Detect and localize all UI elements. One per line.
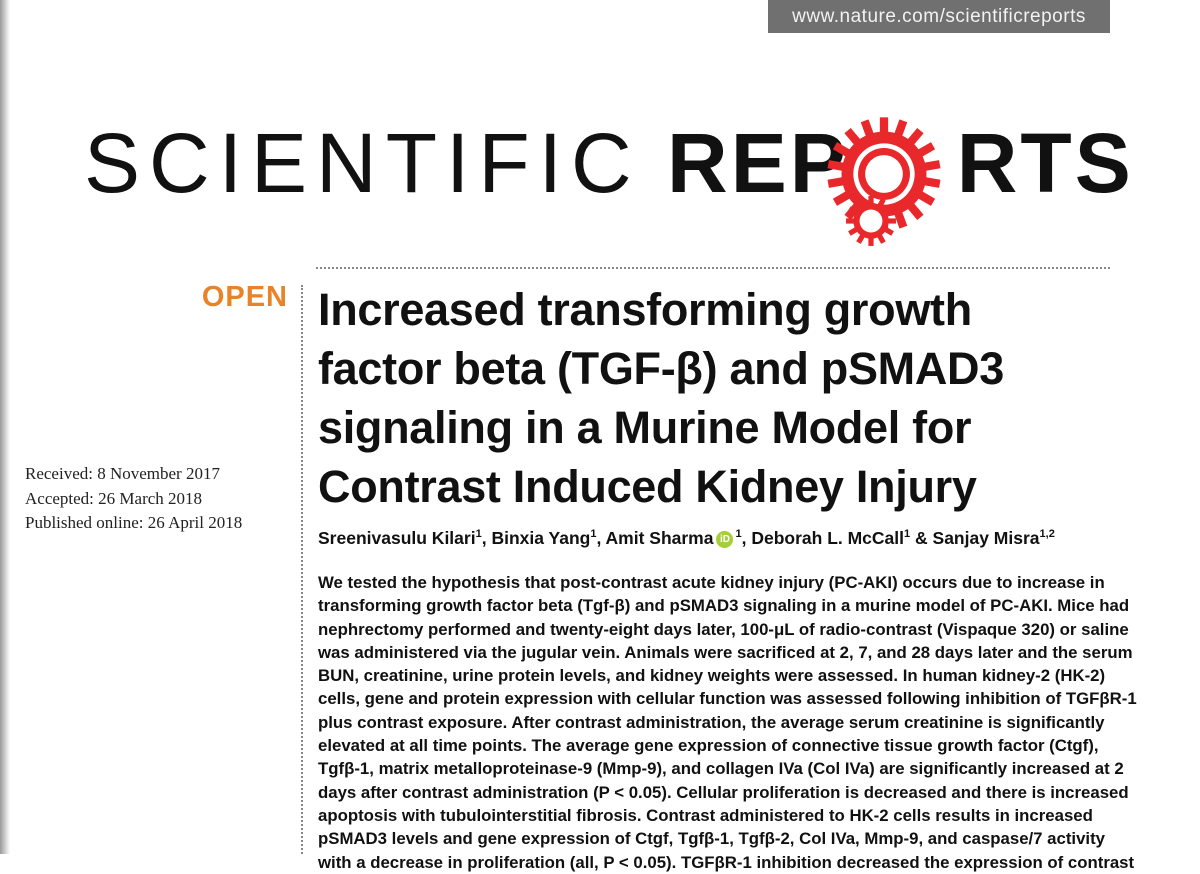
- abstract-line: apoptosis with tubulointerstitial fibros…: [318, 805, 1093, 825]
- masthead-reports-text: REP RTS: [667, 116, 1134, 210]
- published-date: Published online: 26 April 2018: [25, 513, 243, 532]
- journal-url-banner[interactable]: www.nature.com/scientificreports: [768, 0, 1110, 33]
- author-list: Sreenivasulu Kilari1, Binxia Yang1, Amit…: [318, 528, 1055, 548]
- author-affiliation: 1: [475, 528, 482, 541]
- journal-masthead: SCIENTIFIC REP RTS: [84, 118, 1134, 208]
- abstract-line: pSMAD3 levels and gene expression of Ctg…: [318, 829, 1106, 849]
- author-name[interactable]: Sanjay Misra: [932, 528, 1040, 548]
- author-name[interactable]: Binxia Yang: [491, 528, 591, 548]
- author-name[interactable]: Amit Sharma: [605, 528, 714, 548]
- author-affiliation: 1,2: [1039, 528, 1055, 541]
- abstract-line: was administered via the jugular vein. A…: [318, 642, 1133, 662]
- orcid-icon[interactable]: iD: [716, 530, 734, 548]
- abstract-line: We tested the hypothesis that post-contr…: [318, 573, 1105, 592]
- title-line: Increased transforming growth: [318, 284, 972, 335]
- abstract: We tested the hypothesis that post-contr…: [318, 571, 1137, 874]
- title-line: signaling in a Murine Model for: [318, 402, 972, 453]
- abstract-line: nephrectomy performed and twenty-eight d…: [318, 619, 1129, 639]
- abstract-line: cells, gene and protein expression with …: [318, 689, 1137, 709]
- author-affiliation: 1: [735, 528, 742, 541]
- masthead-reports: REP RTS: [667, 116, 1134, 210]
- author-name[interactable]: Deborah L. McCall: [751, 528, 905, 548]
- accepted-date: Accepted: 26 March 2018: [25, 488, 203, 508]
- abstract-line: transforming growth factor beta (Tgf-β) …: [318, 596, 1130, 616]
- abstract-line: days after contrast administration (P < …: [318, 782, 1129, 802]
- abstract-line: plus contrast exposure. After contrast a…: [318, 712, 1105, 732]
- received-date: Received: 8 November 2017: [25, 464, 220, 483]
- author-affiliation: 1: [904, 528, 911, 541]
- abstract-line: Tgfβ-1, matrix metalloproteinase-9 (Mmp-…: [318, 759, 1124, 779]
- abstract-line: BUN, creatinine, urine protein levels, a…: [318, 666, 1106, 686]
- small-gear-icon: [846, 196, 896, 246]
- author-name[interactable]: Sreenivasulu Kilari: [318, 528, 476, 548]
- abstract-line: elevated at all time points. The average…: [318, 736, 1099, 756]
- abstract-line: with a decrease in proliferation (all, P…: [318, 852, 1135, 872]
- title-line: Contrast Induced Kidney Injury: [318, 461, 977, 512]
- title-line: factor beta (TGF-β) and pSMAD3: [318, 343, 1004, 394]
- masthead-scientific: SCIENTIFIC: [84, 116, 641, 210]
- article-title: Increased transforming growth factor bet…: [318, 280, 1118, 516]
- column-divider: [301, 285, 303, 854]
- page-edge-shadow: [0, 0, 10, 854]
- open-access-label: OPEN: [201, 281, 288, 313]
- author-affiliation: 1: [590, 528, 597, 541]
- header-divider: [316, 267, 1110, 269]
- publication-dates: Received: 8 November 2017 Accepted: 26 M…: [25, 462, 295, 536]
